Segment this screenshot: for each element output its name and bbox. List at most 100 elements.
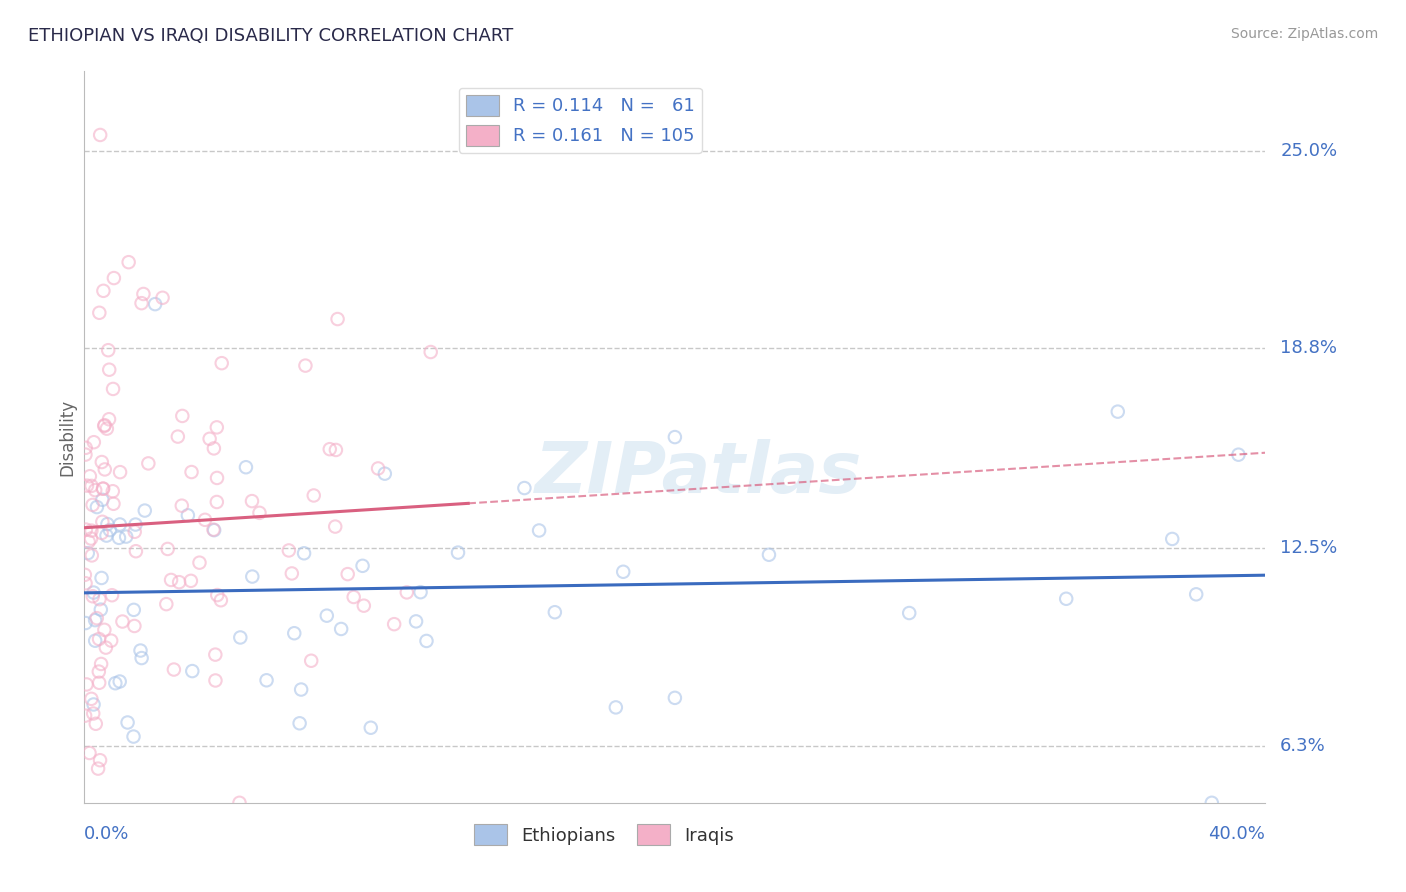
Point <box>299 654 322 668</box>
Point <box>83 585 105 599</box>
Point <box>84 633 107 648</box>
Point <box>101 484 124 499</box>
Point <box>419 345 441 359</box>
Text: 0.0%: 0.0% <box>84 825 129 843</box>
Point <box>180 465 202 479</box>
Point <box>125 544 148 558</box>
Point <box>91 482 114 496</box>
Text: 12.5%: 12.5% <box>1281 540 1337 558</box>
Text: ETHIOPIAN VS IRAQI DISABILITY CORRELATION CHART: ETHIOPIAN VS IRAQI DISABILITY CORRELATIO… <box>28 27 513 45</box>
Point <box>124 524 146 539</box>
Point <box>75 576 97 591</box>
Point <box>664 690 686 705</box>
Point <box>134 503 156 517</box>
Point <box>290 682 312 697</box>
Point <box>89 128 111 142</box>
Point <box>77 534 100 549</box>
Point <box>170 499 193 513</box>
Point <box>80 524 103 538</box>
Point <box>281 566 304 581</box>
Point <box>664 430 686 444</box>
Point <box>155 597 177 611</box>
Point <box>325 442 347 457</box>
Point <box>177 508 200 523</box>
Point <box>98 523 121 537</box>
Point <box>288 716 311 731</box>
Point <box>111 615 134 629</box>
Point <box>76 478 98 492</box>
Point <box>104 676 127 690</box>
Point <box>94 640 117 655</box>
Point <box>82 706 104 721</box>
Y-axis label: Disability: Disability <box>58 399 76 475</box>
Point <box>160 573 183 587</box>
Point <box>93 419 115 434</box>
Point <box>89 753 111 767</box>
Point <box>117 715 139 730</box>
Point <box>124 517 146 532</box>
Point <box>98 412 121 426</box>
Point <box>240 494 263 508</box>
Point <box>132 287 155 301</box>
Point <box>73 567 96 582</box>
Point <box>330 622 353 636</box>
Point <box>343 590 366 604</box>
Point <box>405 615 427 629</box>
Point <box>292 546 315 560</box>
Point <box>96 422 118 436</box>
Point <box>103 271 125 285</box>
Point <box>302 488 325 502</box>
Point <box>84 716 107 731</box>
Point <box>395 585 418 599</box>
Point <box>235 460 257 475</box>
Point <box>87 665 110 679</box>
Point <box>1185 587 1208 601</box>
Point <box>1161 532 1184 546</box>
Point <box>83 435 105 450</box>
Point <box>1054 591 1077 606</box>
Text: 18.8%: 18.8% <box>1281 339 1337 357</box>
Point <box>166 429 188 443</box>
Text: ZIPatlas: ZIPatlas <box>534 439 862 508</box>
Point <box>80 479 103 493</box>
Point <box>93 623 115 637</box>
Point <box>202 523 225 537</box>
Point <box>323 519 346 533</box>
Point <box>90 602 112 616</box>
Point <box>205 495 228 509</box>
Point <box>188 556 211 570</box>
Point <box>83 698 105 712</box>
Point <box>527 524 550 538</box>
Point <box>108 531 131 545</box>
Point <box>80 549 103 563</box>
Point <box>75 615 97 630</box>
Point <box>96 517 118 532</box>
Point <box>75 448 97 462</box>
Point <box>96 528 118 542</box>
Point <box>256 673 278 688</box>
Point <box>75 441 97 455</box>
Point <box>353 599 375 613</box>
Point <box>108 517 131 532</box>
Point <box>205 420 228 434</box>
Point <box>91 482 114 496</box>
Text: 25.0%: 25.0% <box>1281 142 1337 160</box>
Point <box>122 730 145 744</box>
Point <box>100 633 122 648</box>
Point <box>93 418 115 433</box>
Point <box>91 515 114 529</box>
Point <box>101 382 124 396</box>
Point <box>758 548 780 562</box>
Legend: Ethiopians, Iraqis: Ethiopians, Iraqis <box>467 817 741 852</box>
Point <box>76 677 98 691</box>
Point <box>409 585 432 599</box>
Point <box>90 571 112 585</box>
Point <box>75 523 97 537</box>
Point <box>1201 796 1223 810</box>
Point <box>229 631 252 645</box>
Point <box>87 632 110 646</box>
Point <box>447 545 470 559</box>
Point <box>103 497 125 511</box>
Point <box>204 648 226 662</box>
Point <box>131 296 153 310</box>
